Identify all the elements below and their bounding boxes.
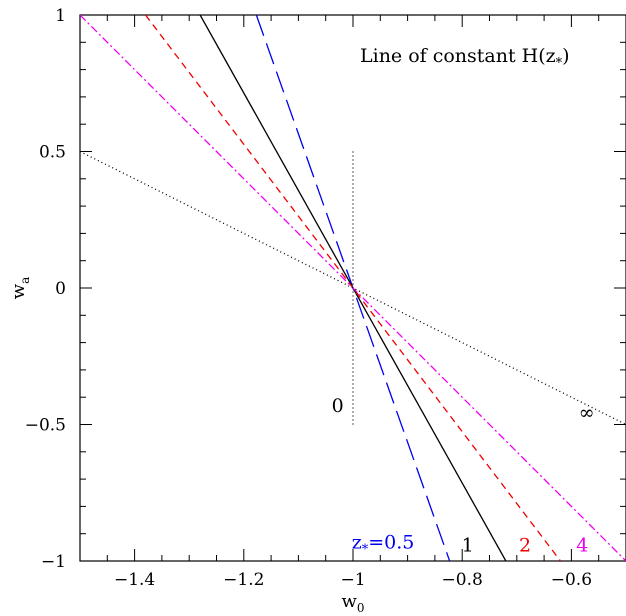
series-label-0: 0 bbox=[332, 395, 344, 417]
y-axis-title-main: w bbox=[8, 283, 29, 299]
series-label-2: 1 bbox=[462, 534, 474, 556]
series-labels: 0 z*=0.5 1 2 4 ∞ bbox=[332, 395, 595, 558]
series-label-5: ∞ bbox=[579, 402, 595, 424]
x-axis-ticks bbox=[79, 15, 626, 561]
series-label-1: z*=0.5 bbox=[352, 532, 415, 558]
series-label-prefix-subscript: * bbox=[362, 543, 369, 558]
series-label-4: 4 bbox=[576, 534, 588, 556]
chart-title-main: Line of constant H(z bbox=[360, 45, 556, 67]
series-label-eq: = bbox=[368, 532, 384, 554]
x-tick-label: −1.2 bbox=[223, 570, 264, 590]
series-label-prefix: z bbox=[352, 532, 362, 554]
y-axis-tick-labels: −1 −0.5 0 0.5 1 bbox=[25, 6, 66, 572]
y-axis-title-subscript: a bbox=[18, 277, 32, 284]
chart-title-subscript: * bbox=[556, 56, 563, 71]
series-label-3: 2 bbox=[519, 534, 531, 556]
y-axis-title: wa bbox=[8, 277, 32, 300]
y-tick-label: 0.5 bbox=[39, 143, 66, 163]
series-line-5 bbox=[80, 150, 626, 426]
x-axis-title-subscript: 0 bbox=[357, 601, 365, 615]
x-tick-label: −0.8 bbox=[442, 570, 483, 590]
x-tick-label: −1.4 bbox=[114, 570, 155, 590]
x-tick-label: −1 bbox=[340, 570, 365, 590]
y-tick-label: 1 bbox=[55, 6, 66, 26]
x-axis-tick-labels: −1.4 −1.2 −1 −0.8 −0.6 bbox=[114, 570, 592, 590]
x-axis-title-main: w bbox=[341, 591, 357, 612]
x-tick-label: −0.6 bbox=[551, 570, 592, 590]
y-tick-label: −1 bbox=[41, 552, 66, 572]
series-label-value: 0.5 bbox=[384, 532, 414, 554]
chart-title-close: ) bbox=[562, 45, 569, 67]
y-tick-label: −0.5 bbox=[25, 416, 66, 436]
series-line-4 bbox=[80, 15, 626, 561]
y-axis-ticks bbox=[80, 14, 626, 562]
series-lines bbox=[80, 15, 626, 561]
y-tick-label: 0 bbox=[55, 279, 66, 299]
x-axis-title: w0 bbox=[341, 591, 364, 615]
chart-title: Line of constant H(z*) bbox=[360, 45, 570, 71]
